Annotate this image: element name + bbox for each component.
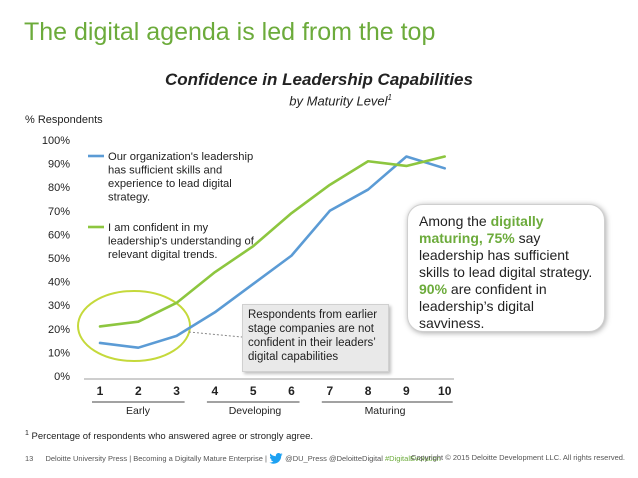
insight-highlight-1: digitally maturing, 75% [419,213,544,246]
chart-subtitle-footnote-mark: 1 [387,93,392,102]
y-tick-label: 80% [48,182,70,194]
page-number: 13 [25,454,34,463]
y-tick-label: 50% [48,253,70,265]
y-tick-label: 30% [48,300,70,312]
y-tick-label: 40% [48,277,70,289]
x-tick-label: 2 [135,384,142,398]
y-tick-label: 0% [54,371,70,383]
chart-title: Confidence in Leadership Capabilities [165,70,473,89]
footer: 13 Deloitte University Press | Becoming … [25,453,625,464]
footer-handles: @DU_Press @DeloitteDigital [285,454,383,463]
footer-copyright: Copyright © 2015 Deloitte Development LL… [411,453,625,462]
footnote: 1 Percentage of respondents who answered… [25,430,313,442]
x-tick-label: 3 [173,384,180,398]
x-tick-label: 9 [403,384,410,398]
x-tick-label: 7 [326,384,333,398]
x-tick-label: 6 [288,384,295,398]
legend-label: relevant digital trends. [108,249,217,261]
x-tick-label: 5 [250,384,257,398]
legend-label: experience to lead digital [108,178,232,190]
legend-label: strategy. [108,192,150,204]
annotation-line: digital capabilities [248,351,339,363]
y-tick-label: 20% [48,324,70,336]
annotation-callout: Respondents from earlier stage companies… [242,304,389,372]
annotation-connector [188,331,243,338]
group-label-early: Early [126,405,150,417]
insight-text-2: say leadership has sufficient skills to … [419,230,593,280]
twitter-icon [269,453,283,464]
series-line-2 [98,155,447,328]
slide-title: The digital agenda is led from the top [24,18,436,46]
footer-hashtag: #DigitalEvolution [384,454,441,463]
x-tick-label: 10 [438,384,452,398]
y-tick-label: 70% [48,206,70,218]
insight-text-3: are confident in leadership’s digital sa… [419,281,547,331]
legend-label: Our organization's leadership [108,151,253,163]
insight-box: Among the digitally maturing, 75% say le… [407,204,605,332]
group-label-maturing: Maturing [364,405,406,417]
annotation-line: stage companies are not [248,323,374,335]
y-tick-label: 10% [48,347,70,359]
x-tick-label: 8 [365,384,372,398]
legend-label: has sufficient skills and [108,165,222,177]
y-tick-label: 100% [42,135,70,147]
insight-text-1: Among the [419,213,491,229]
group-label-developing: Developing [228,405,282,417]
legend-label: leadership's understanding of [108,236,255,248]
legend-label: I am confident in my [108,222,209,234]
y-axis-label: % Respondents [25,114,103,126]
line-chart: 0% 10% 20% 30% 40% 50% 60% 70% 80% 90% 100% 1 2 3 4 5 6 7… [42,135,454,403]
annotation-line: confident in their leaders’ [248,337,376,349]
footnote-mark: 1 [25,430,29,437]
chart-subtitle: by Maturity Level1 [289,93,392,108]
y-tick-label: 90% [48,159,70,171]
footer-text: Deloitte University Press | Becoming a D… [45,454,267,463]
x-tick-label: 4 [212,384,219,398]
chart-subtitle-text: by Maturity Level [289,93,388,109]
series-line-1 [98,155,447,349]
insight-highlight-2: 90% [419,281,448,297]
x-tick-label: 1 [97,384,104,398]
early-stage-highlight-ellipse [77,290,191,362]
footnote-text: Percentage of respondents who answered a… [31,431,314,443]
y-tick-label: 60% [48,229,70,241]
annotation-line: Respondents from earlier [248,309,378,321]
